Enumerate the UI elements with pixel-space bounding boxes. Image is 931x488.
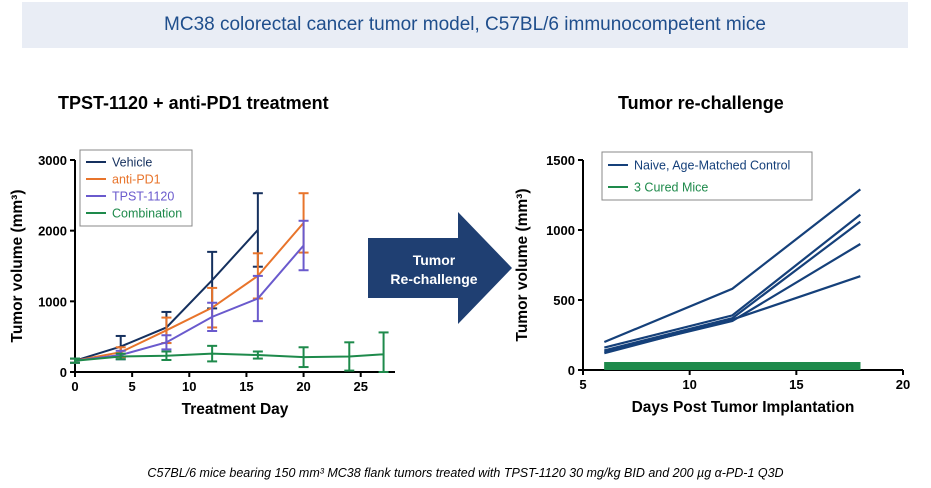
legend-label: anti-PD1 bbox=[112, 173, 161, 187]
x-tick-label: 10 bbox=[182, 379, 196, 394]
x-tick-label: 5 bbox=[129, 379, 136, 394]
right-chart-title: Tumor re-challenge bbox=[618, 93, 784, 113]
y-axis-label: Tumor volume (mm³) bbox=[514, 189, 531, 342]
arrow-shape bbox=[368, 212, 512, 324]
x-tick-label: 10 bbox=[682, 377, 696, 392]
x-axis-label: Days Post Tumor Implantation bbox=[632, 399, 855, 416]
figure-caption: C57BL/6 mice bearing 150 mm³ MC38 flank … bbox=[147, 466, 784, 480]
x-tick-label: 0 bbox=[71, 379, 78, 394]
rechallenge-chart: 5 10 15 20 0 500 1000 1500 Days Post Tumor Impla… bbox=[514, 151, 910, 416]
y-tick-label: 1000 bbox=[546, 223, 575, 238]
y-tick-label: 0 bbox=[60, 365, 67, 380]
x-tick-label: 20 bbox=[296, 379, 310, 394]
series-0-line-3 bbox=[604, 243, 861, 353]
y-tick-label: 1500 bbox=[546, 153, 575, 168]
left-chart-title: TPST-1120 + anti-PD1 treatment bbox=[58, 93, 329, 113]
series-0-line-0 bbox=[603, 188, 862, 344]
y-tick-label: 1000 bbox=[38, 294, 67, 309]
series-0-line-2 bbox=[604, 220, 861, 352]
treatment-chart: 0 5 10 15 20 25 0 1000 2000 3000 Treatment Day Tumo… bbox=[9, 149, 395, 418]
x-tick-label: 15 bbox=[239, 379, 253, 394]
legend-label: TPST-1120 bbox=[112, 190, 174, 204]
x-tick-label: 15 bbox=[789, 377, 803, 392]
legend-label: Naive, Age-Matched Control bbox=[634, 159, 790, 173]
x-axis-label: Treatment Day bbox=[182, 401, 289, 418]
y-tick-label: 2000 bbox=[38, 224, 67, 239]
banner-title: MC38 colorectal cancer tumor model, C57B… bbox=[164, 14, 766, 35]
arrow-label-line2: Re-challenge bbox=[390, 271, 477, 287]
y-tick-label: 0 bbox=[568, 363, 575, 378]
series-line-3 bbox=[74, 352, 384, 362]
legend-label: 3 Cured Mice bbox=[634, 181, 708, 195]
series-0-line-4 bbox=[604, 275, 861, 355]
series-0-line-1 bbox=[604, 213, 862, 349]
rechallenge-arrow: Tumor Re-challenge bbox=[368, 212, 512, 324]
series-line-1 bbox=[74, 222, 305, 362]
title-banner: MC38 colorectal cancer tumor model, C57B… bbox=[22, 2, 908, 48]
arrow-label-line1: Tumor bbox=[413, 252, 456, 268]
y-axis-label: Tumor volume (mm³) bbox=[9, 190, 26, 343]
legend-box bbox=[601, 151, 813, 201]
y-tick-label: 3000 bbox=[38, 153, 67, 168]
x-tick-label: 5 bbox=[579, 377, 586, 392]
y-tick-label: 500 bbox=[553, 293, 575, 308]
x-tick-label: 20 bbox=[896, 377, 910, 392]
x-tick-label: 25 bbox=[353, 379, 367, 394]
series-line-2 bbox=[74, 244, 305, 362]
legend-label: Combination bbox=[112, 207, 182, 221]
legend-label: Vehicle bbox=[112, 156, 152, 170]
